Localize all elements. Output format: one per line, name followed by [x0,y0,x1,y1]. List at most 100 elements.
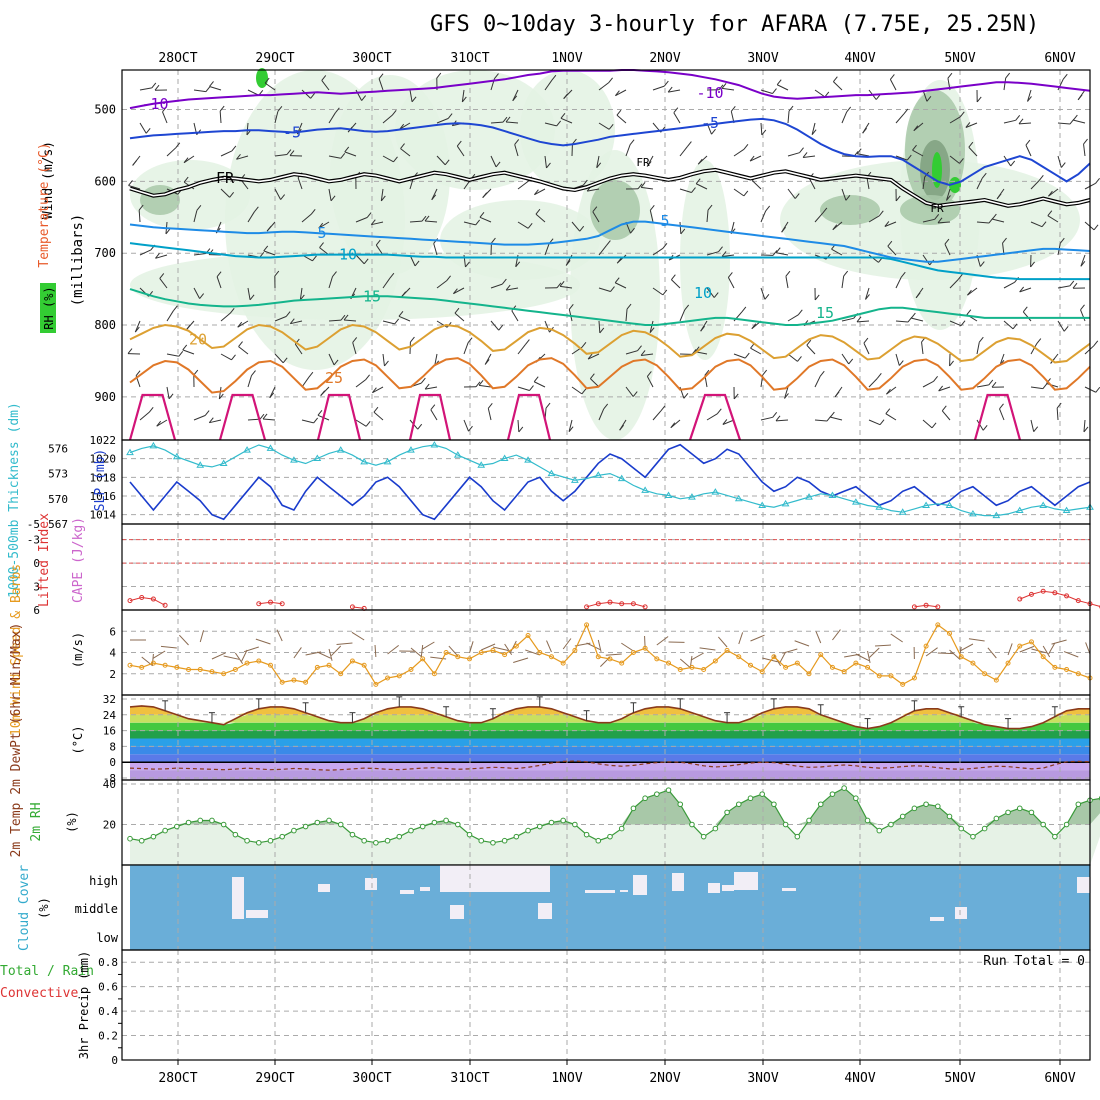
rh2m-marker [759,791,765,797]
wind-barb [811,122,816,135]
wind-barb-flag [344,146,350,153]
wind-barb [219,110,222,124]
date-label-top: 3NOV [747,51,778,66]
thickness-marker [547,469,556,477]
wind-barb-flag [811,129,817,135]
wind-barb-flag [608,124,614,130]
li-marker [1075,598,1081,604]
wind10-marker [349,658,355,664]
wind-barb-flag [649,204,655,211]
wind-barb [209,419,222,424]
wind-barb-flag [1077,94,1083,101]
thickness-marker [500,454,509,461]
wind-barb-flag [829,411,835,418]
rh2m-marker [466,831,473,838]
rh2m-marker [595,837,602,844]
wind10-barb [330,645,342,657]
precip-ytick: 0.8 [98,956,118,969]
wind-barb [134,320,141,333]
wind-barb [183,155,195,164]
wind-barb [1003,119,1016,124]
precip-ylabel-unit: 3hr Precip (mm) [77,951,91,1059]
rh2m-marker [431,819,438,826]
cloud-gap-7 [450,905,464,919]
isotherm-30-1 [218,393,267,441]
wind-barb-flag [959,111,965,118]
wind-barb [1030,221,1043,228]
cloud-gap-15 [734,872,758,890]
wind-barb-flag [514,139,520,145]
wind-barb [841,317,854,322]
wind-barb [727,277,735,289]
thickness-marker [734,494,743,502]
temp-band-2 [130,754,1090,763]
wind10-barb [1019,645,1035,653]
temp-ytick: -8 [103,772,116,785]
wind-barb [1003,320,1014,330]
wind10-barb [621,642,634,652]
wind-barb [787,188,796,199]
thickness-marker [945,501,954,509]
wind-barb-flag [165,228,171,235]
wind-barb [706,413,718,421]
wind-barb [373,411,384,421]
wind-barb [139,87,152,91]
upper-ylabel-wind: Wind (m/s) [41,141,56,219]
wind-barb [587,353,600,360]
wind10-barb [430,656,447,660]
wind-barb [352,342,357,355]
wind-barb [517,221,529,229]
thickness-marker [360,457,369,465]
wind10-marker [642,645,648,651]
wind-barb [544,320,550,333]
wind-barb [193,287,201,299]
wind-barb-flag [370,219,376,226]
wind-barb [1019,287,1032,293]
wind-barb [436,155,446,166]
thickness-marker [477,461,486,468]
slp-ytick: 1014 [90,509,117,522]
wind-barb-flag [229,307,235,314]
wind-barb-flag [266,225,272,232]
wind-barb-flag [605,240,611,246]
li-line-1 [258,601,283,605]
isotherm-30-6 [973,393,1022,441]
date-label-bottom: 30OCT [352,1071,391,1086]
temp-ylabel: 2m Temp 2m DewPt (6hr Min/Max) [9,623,24,858]
wind-barb [895,320,908,323]
wind-barb [787,314,799,322]
rh2m-marker [712,825,719,832]
wind-barb [787,111,790,124]
wind-barb [247,287,251,300]
wind-barb [652,247,664,256]
wind-barb [355,254,365,265]
wind10-barb [317,651,332,659]
isotherm-30-0 [128,393,177,441]
wind10-barb [750,634,765,642]
wind-barb-flag [568,426,574,432]
wind10-barb [690,652,704,661]
li-marker [935,604,941,610]
wind-barb-flag [670,274,676,280]
li-marker [279,601,285,607]
isotherm--5 [129,117,1091,187]
thickness-marker [149,441,158,449]
wind-barb-flag [417,423,423,430]
rh2m-marker [782,821,789,828]
li-marker [619,601,625,607]
wind-barb-flag [151,82,157,89]
wind-barb [274,188,282,200]
wind10-marker [127,662,133,668]
wind-barb [534,188,546,196]
wind10-barb [546,640,552,653]
wind-barb [911,317,924,322]
li-marker [1028,591,1034,597]
wind-barb-flag [216,271,222,277]
wind-barb [237,320,249,328]
wind-barb [646,376,654,388]
wind-barb [517,344,526,355]
li-marker [911,604,917,610]
slp-ylabel-thick: 1000-500mb Thickness (dm) [7,402,22,598]
wind-barb-flag [832,224,838,231]
wind-barb [162,111,168,124]
